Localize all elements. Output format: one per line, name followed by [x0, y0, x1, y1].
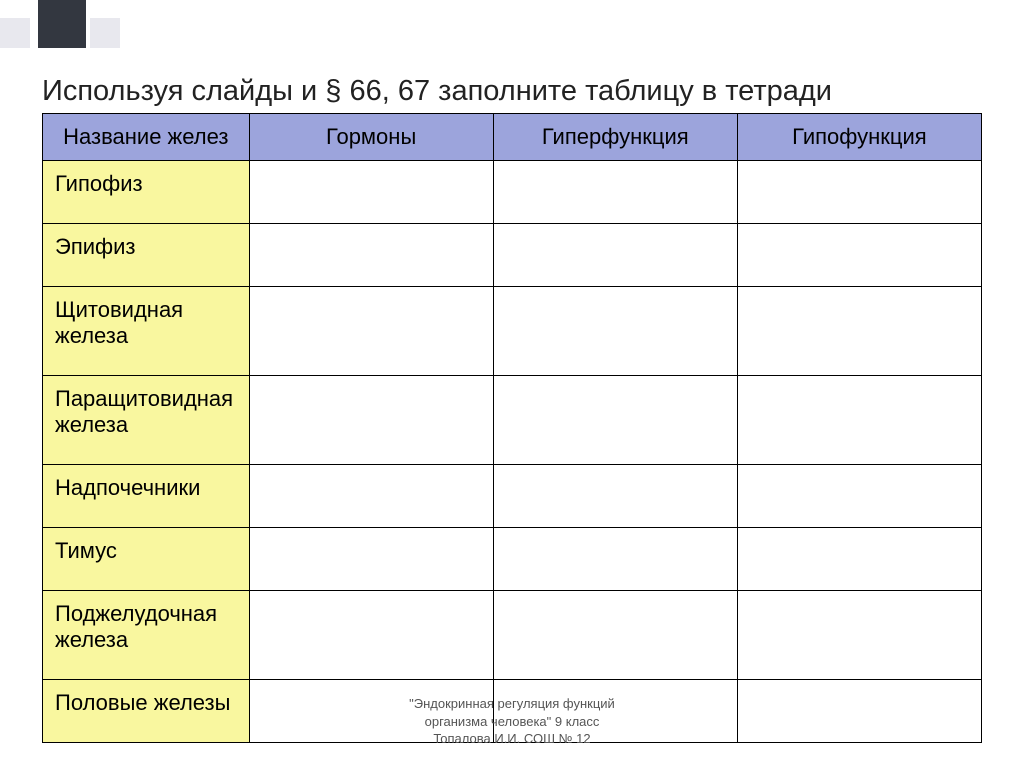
row-label: Тимус — [43, 528, 250, 591]
cell — [249, 224, 493, 287]
glands-table-wrapper: Название желез Гормоны Гиперфункция Гипо… — [42, 113, 982, 743]
deco-box-small-left — [0, 18, 30, 48]
cell — [737, 376, 981, 465]
table-body: ГипофизЭпифизЩитовидная железаПаращитови… — [43, 161, 982, 743]
cell — [737, 224, 981, 287]
table-row: Поджелудочная железа — [43, 591, 982, 680]
cell — [737, 591, 981, 680]
row-label: Эпифиз — [43, 224, 250, 287]
table-row: Эпифиз — [43, 224, 982, 287]
cell — [493, 161, 737, 224]
glands-table: Название желез Гормоны Гиперфункция Гипо… — [42, 113, 982, 743]
top-decoration — [0, 0, 120, 48]
cell — [493, 528, 737, 591]
row-label: Надпочечники — [43, 465, 250, 528]
cell — [493, 591, 737, 680]
cell — [249, 376, 493, 465]
footer-line-1: "Эндокринная регуляция функций — [0, 695, 1024, 713]
cell — [249, 591, 493, 680]
cell — [249, 287, 493, 376]
slide-footer: "Эндокринная регуляция функций организма… — [0, 695, 1024, 748]
table-row: Надпочечники — [43, 465, 982, 528]
cell — [737, 161, 981, 224]
cell — [737, 465, 981, 528]
deco-box-small-right — [90, 18, 120, 48]
cell — [249, 528, 493, 591]
cell — [493, 465, 737, 528]
table-row: Щитовидная железа — [43, 287, 982, 376]
table-row: Тимус — [43, 528, 982, 591]
table-header-row: Название желез Гормоны Гиперфункция Гипо… — [43, 114, 982, 161]
footer-line-3: Топалова И.И. СОШ № 12 — [0, 730, 1024, 748]
col-header-hyperfunction: Гиперфункция — [493, 114, 737, 161]
footer-line-2: организма человека" 9 класс — [0, 713, 1024, 731]
cell — [737, 528, 981, 591]
row-label: Поджелудочная железа — [43, 591, 250, 680]
cell — [249, 465, 493, 528]
table-row: Гипофиз — [43, 161, 982, 224]
col-header-hypofunction: Гипофункция — [737, 114, 981, 161]
cell — [737, 287, 981, 376]
row-label: Щитовидная железа — [43, 287, 250, 376]
cell — [493, 376, 737, 465]
row-label: Паращитовидная железа — [43, 376, 250, 465]
table-row: Паращитовидная железа — [43, 376, 982, 465]
row-label: Гипофиз — [43, 161, 250, 224]
cell — [493, 287, 737, 376]
cell — [249, 161, 493, 224]
col-header-gland: Название желез — [43, 114, 250, 161]
cell — [493, 224, 737, 287]
deco-box-large — [38, 0, 86, 48]
slide-title: Используя слайды и § 66, 67 заполните та… — [42, 75, 832, 108]
col-header-hormones: Гормоны — [249, 114, 493, 161]
